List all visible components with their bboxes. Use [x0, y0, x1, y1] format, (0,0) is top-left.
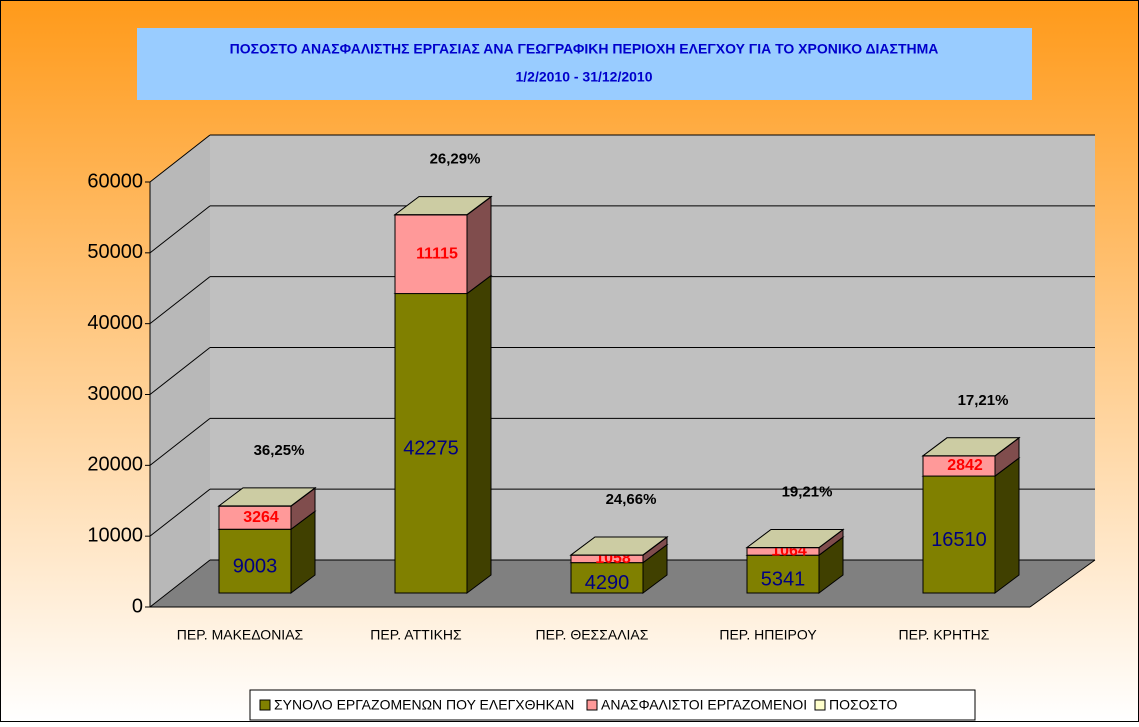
- value-label: 19,21%: [782, 483, 833, 500]
- value-label: 16510: [931, 529, 987, 551]
- y-tick-label: 50000: [87, 241, 143, 263]
- y-tick-label: 20000: [87, 454, 143, 476]
- y-tick-label: 0: [132, 595, 143, 617]
- value-label: 2842: [947, 457, 983, 474]
- value-label: 17,21%: [958, 392, 1009, 409]
- x-tick-label: ΠΕΡ. ΚΡΗΤΗΣ: [899, 627, 990, 643]
- legend-swatch: [587, 700, 597, 710]
- value-label: 3264: [243, 509, 279, 526]
- y-tick-label: 10000: [87, 524, 143, 546]
- value-label: 24,66%: [606, 491, 657, 508]
- chart-title: ΠΟΣΟΣΤΟ ΑΝΑΣΦΑΛΙΣΤΗΣ ΕΡΓΑΣΙΑΣ ΑΝΑ ΓΕΩΓΡΑ…: [230, 41, 939, 57]
- x-tick-label: ΠΕΡ. ΜΑΚΕΔΟΝΙΑΣ: [177, 627, 304, 643]
- value-label: 11115: [416, 245, 458, 262]
- legend-label: ΣΥΝΟΛΟ ΕΡΓΑΖΟΜΕΝΩΝ ΠΟΥ ΕΛΕΓΧΘΗΚΑΝ: [274, 697, 574, 713]
- y-tick-label: 40000: [87, 312, 143, 334]
- legend-label: ΠΟΣΟΣΤΟ: [829, 697, 897, 713]
- value-label: 26,29%: [430, 151, 481, 168]
- y-tick-label: 30000: [87, 383, 143, 405]
- title-box: [137, 28, 1032, 100]
- value-label: 4290: [585, 572, 630, 594]
- legend-label: ΑΝΑΣΦΑΛΙΣΤΟΙ ΕΡΓΑΖΟΜΕΝΟΙ: [601, 697, 807, 713]
- legend-swatch: [260, 700, 270, 710]
- bar-side: [995, 458, 1019, 593]
- value-label: 36,25%: [254, 442, 305, 459]
- value-label: 42275: [403, 438, 459, 460]
- chart-subtitle: 1/2/2010 - 31/12/2010: [515, 69, 652, 85]
- bar-side: [467, 276, 491, 593]
- value-label: 9003: [233, 555, 278, 577]
- y-tick-label: 60000: [87, 170, 143, 192]
- x-tick-label: ΠΕΡ. ΑΤΤΙΚΗΣ: [370, 627, 462, 643]
- legend-swatch: [815, 700, 825, 710]
- x-tick-label: ΠΕΡ. ΗΠΕΙΡΟΥ: [719, 627, 817, 643]
- value-label: 5341: [761, 568, 806, 590]
- x-tick-label: ΠΕΡ. ΘΕΣΣΑΛΙΑΣ: [536, 627, 649, 643]
